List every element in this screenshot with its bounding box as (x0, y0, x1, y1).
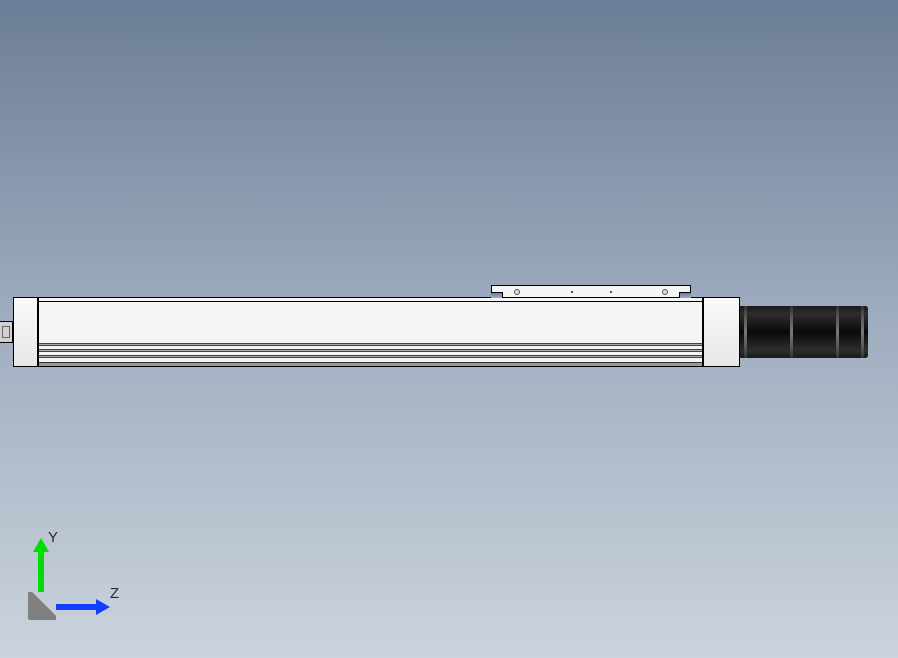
rail-top-edge (39, 301, 702, 302)
carriage-notch-left (491, 292, 503, 298)
triad-origin (28, 592, 56, 620)
z-axis-label: Z (110, 585, 119, 602)
rail-tslot-lower (39, 355, 702, 358)
carriage-bracket (491, 285, 691, 298)
cad-viewport[interactable]: Y Z (0, 0, 898, 658)
motor-ring-1 (744, 306, 747, 358)
motor-ring-2 (790, 306, 793, 358)
carriage-notch-right (679, 292, 691, 298)
motor-ring-4 (861, 306, 864, 358)
end-cap-bore (2, 326, 10, 338)
rail-bottom-edge (39, 362, 702, 366)
stepper-motor (740, 306, 868, 358)
y-axis-arrowhead (33, 538, 49, 552)
right-mounting-block (703, 297, 740, 367)
y-axis[interactable] (38, 550, 44, 592)
motor-housing (740, 306, 868, 358)
left-mounting-block (13, 297, 38, 367)
carriage-bolt-4 (662, 289, 668, 295)
rail-tslot-mid (39, 349, 702, 352)
linear-actuator-model[interactable] (13, 291, 740, 373)
carriage-bolt-1 (514, 289, 520, 295)
z-axis[interactable] (56, 604, 98, 610)
carriage-hole-2 (571, 291, 573, 293)
coordinate-triad[interactable]: Y Z (28, 530, 118, 620)
motor-ring-3 (836, 306, 839, 358)
rail-profile (38, 297, 703, 367)
z-axis-arrowhead (96, 599, 110, 615)
end-cap-left (0, 321, 13, 343)
y-axis-label: Y (48, 529, 58, 546)
carriage-hole-3 (610, 291, 612, 293)
rail-tslot-upper (39, 343, 702, 346)
